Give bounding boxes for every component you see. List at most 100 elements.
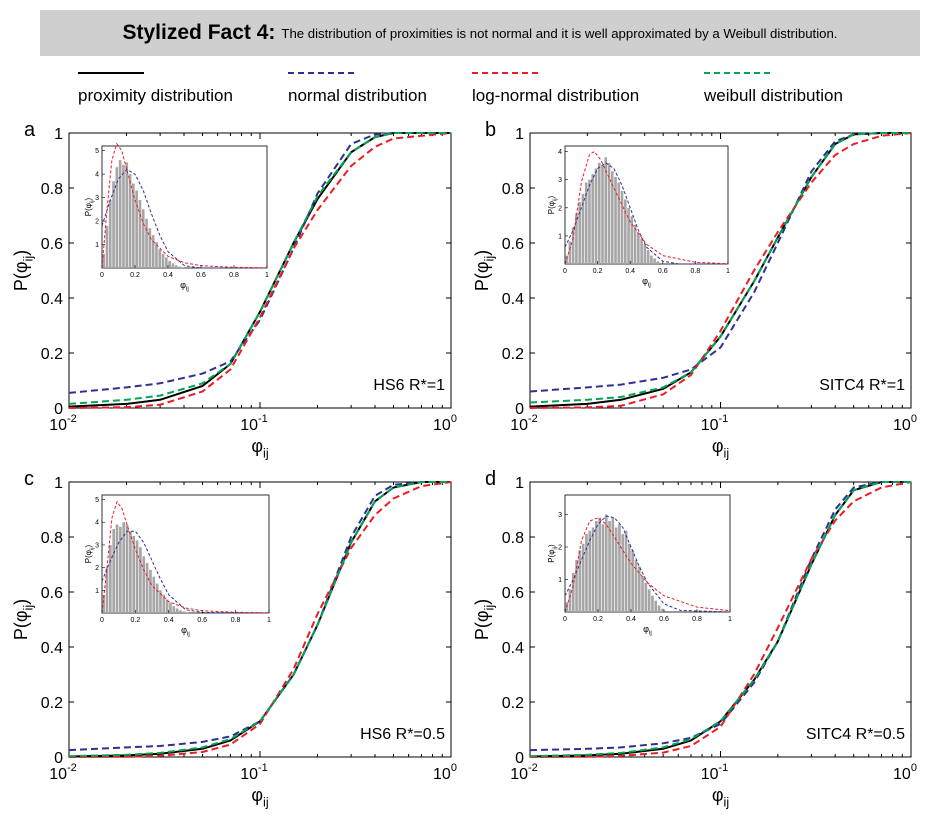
x-tick-label: 100: [433, 762, 457, 783]
y-axis-label-text: P(φij): [11, 599, 35, 640]
inset-x-tick-label: 0.2: [593, 268, 603, 275]
inset-x-tick-label: 1: [726, 268, 730, 275]
inset-x-axis-label-sub: ij: [648, 282, 651, 289]
y-axis-label-text: P(φij): [472, 250, 496, 291]
inset-x-tick-label: 0.8: [692, 616, 702, 623]
inset-x-axis-label-main: φ: [181, 625, 187, 635]
x-tick-label: 100: [893, 762, 917, 783]
inset-y-axis-label-tail: ): [547, 544, 556, 547]
inset-x-axis-label-main: φ: [643, 624, 649, 634]
histogram-bar: [185, 612, 189, 613]
histogram-bar: [598, 517, 601, 612]
x-tick-base: 10: [49, 417, 67, 434]
x-axis-label: φij: [251, 436, 268, 460]
y-axis-label: P(φij): [472, 250, 496, 291]
y-tick-label: 0.4: [502, 291, 524, 308]
x-tick-label: 10-2: [49, 413, 77, 434]
inset-x-tick-label: 0.2: [131, 617, 141, 624]
inset-x-tick-label: 1: [267, 617, 271, 624]
histogram-bar: [174, 265, 178, 268]
inset-y-tick-label: 3: [558, 512, 562, 519]
x-tick-label: 10-2: [510, 762, 538, 783]
histogram-bar: [568, 589, 572, 612]
inset-x-axis-label: φij: [643, 624, 652, 637]
histogram-bar: [601, 524, 605, 612]
inset-normal-fit: [564, 162, 728, 265]
histogram-bar: [595, 521, 598, 612]
x-tick-base: 10: [433, 766, 451, 783]
inset-y-tick-label: 2: [95, 219, 99, 226]
legend-line-proximity: [78, 72, 144, 74]
y-axis-label-text: P(φij): [11, 250, 35, 291]
y-tick-label: 0.6: [502, 236, 524, 253]
histogram-bar: [112, 181, 115, 268]
y-tick-label: 0.2: [41, 695, 63, 712]
histogram-bar: [637, 566, 641, 612]
histogram-bar: [644, 582, 648, 612]
inset-x-axis-label: φij: [181, 625, 190, 638]
x-tick-base: 10: [701, 766, 719, 783]
histogram-bar: [611, 517, 615, 612]
inset-x-axis-label: φij: [180, 280, 189, 293]
histogram-bar: [607, 162, 611, 264]
histogram-bar: [171, 263, 175, 268]
y-tick-label: 0.4: [502, 640, 524, 657]
histogram-bar: [601, 165, 604, 264]
x-tick-label: 10-1: [701, 413, 729, 434]
inset-x-tick-label: 0.4: [164, 617, 174, 624]
stylized-fact-banner: Stylized Fact 4: The distribution of pro…: [40, 10, 920, 56]
x-axis-label-main: φ: [712, 436, 724, 456]
histogram-bar: [181, 267, 185, 268]
inset-x-axis-label: φij: [642, 276, 651, 289]
x-axis-label: φij: [251, 785, 268, 809]
inset-y-tick-label: 1: [95, 242, 99, 249]
inset-x-tick-label: 1: [265, 272, 269, 279]
histogram-bar: [591, 527, 595, 612]
y-axis-label-main: P(φ: [11, 261, 31, 291]
histogram-bar: [145, 218, 148, 268]
histogram-bar: [653, 258, 656, 264]
histogram-bar: [168, 260, 171, 268]
histogram-bar: [578, 202, 581, 264]
histogram-bar: [604, 514, 608, 612]
histogram-bar: [628, 543, 631, 612]
y-axis-label: P(φij): [472, 599, 496, 640]
x-tick-exponent: 0: [451, 762, 457, 774]
histogram-bar: [624, 199, 627, 264]
y-tick-label: 1: [54, 475, 63, 492]
histogram-bar: [142, 556, 146, 613]
histogram-bar: [565, 255, 568, 264]
histogram-bar: [155, 583, 159, 613]
histogram-bar: [105, 225, 109, 268]
histogram-bar: [161, 253, 165, 268]
histogram-bar: [621, 534, 625, 612]
y-axis-label-text: P(φij): [472, 599, 496, 640]
histogram-bar: [630, 216, 634, 264]
x-axis-label-text: φij: [712, 785, 729, 809]
inset-y-axis-label-main: P(φ: [547, 201, 556, 214]
inset-y-axis-label: P(φij): [84, 544, 95, 563]
inset-y-axis-label: P(φij): [84, 197, 95, 216]
histogram-bar: [135, 540, 139, 613]
inset-y-axis-label: P(φij): [547, 195, 558, 214]
histogram-bar: [627, 207, 630, 264]
inset-x-axis-label-sub: ij: [186, 286, 189, 293]
inset-y-tick-label: 2: [558, 205, 562, 212]
histogram-bar: [175, 608, 179, 613]
histogram-bar: [132, 183, 135, 268]
x-axis-label-text: φij: [712, 436, 729, 460]
histogram-bar: [591, 174, 595, 264]
inset-x-tick-label: 0.2: [593, 616, 603, 623]
inset-y-tick-label: 5: [95, 497, 99, 504]
x-tick-label: 10-2: [49, 762, 77, 783]
histogram-bar: [624, 530, 628, 612]
histogram-bar: [135, 190, 138, 268]
legend-item-lognormal: log-normal distribution: [472, 70, 672, 106]
x-tick-exponent: -2: [67, 762, 77, 774]
legend-item-proximity: proximity distribution: [78, 70, 278, 106]
histogram-bar: [631, 550, 634, 612]
x-axis-label-sub: ij: [263, 446, 269, 460]
y-tick-label: 0.6: [502, 585, 524, 602]
